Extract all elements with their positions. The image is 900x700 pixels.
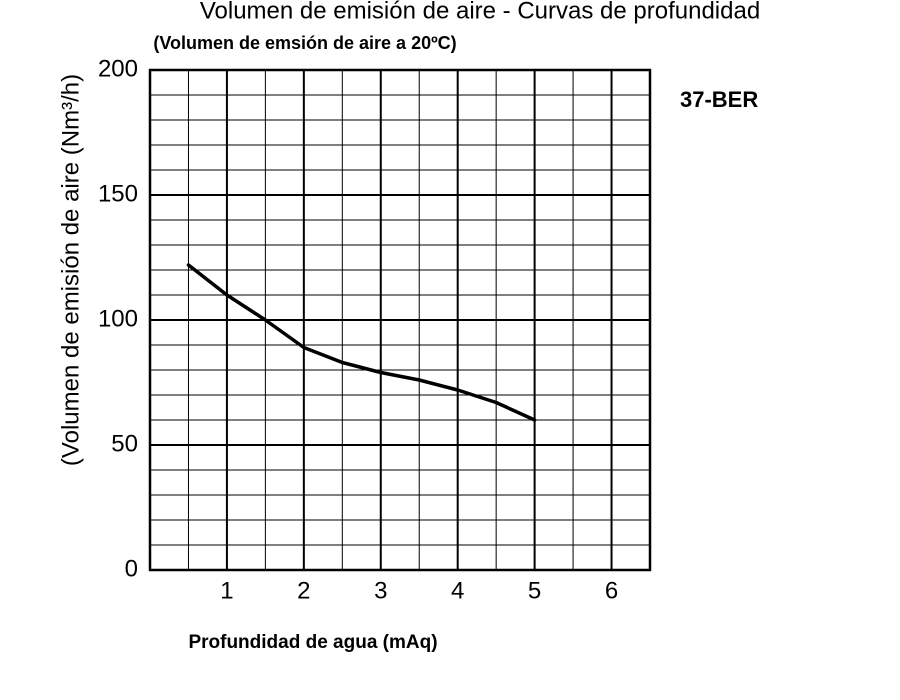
y-tick-label: 50 bbox=[111, 430, 138, 457]
x-tick-label: 2 bbox=[297, 577, 310, 604]
x-tick-label: 5 bbox=[528, 577, 541, 604]
x-tick-label: 4 bbox=[451, 577, 464, 604]
y-axis-label: (Volumen de emisión de aire (Nm³/h) bbox=[57, 74, 84, 466]
y-tick-label: 150 bbox=[98, 180, 138, 207]
y-tick-label: 200 bbox=[98, 55, 138, 82]
y-tick-label: 0 bbox=[125, 555, 138, 582]
y-tick-label: 100 bbox=[98, 305, 138, 332]
x-tick-label: 6 bbox=[605, 577, 618, 604]
annotation: 37-BER bbox=[680, 87, 758, 112]
x-tick-label: 3 bbox=[374, 577, 387, 604]
line-series bbox=[186, 263, 537, 422]
chart-title: Volumen de emisión de aire - Curvas de p… bbox=[200, 0, 760, 24]
x-tick-label: 1 bbox=[220, 577, 233, 604]
x-axis-label: Profundidad de agua (mAq) bbox=[188, 632, 437, 653]
chart-subtitle: (Volumen de emsión de aire a 20ºC) bbox=[153, 33, 456, 53]
plot-frame bbox=[148, 68, 652, 572]
